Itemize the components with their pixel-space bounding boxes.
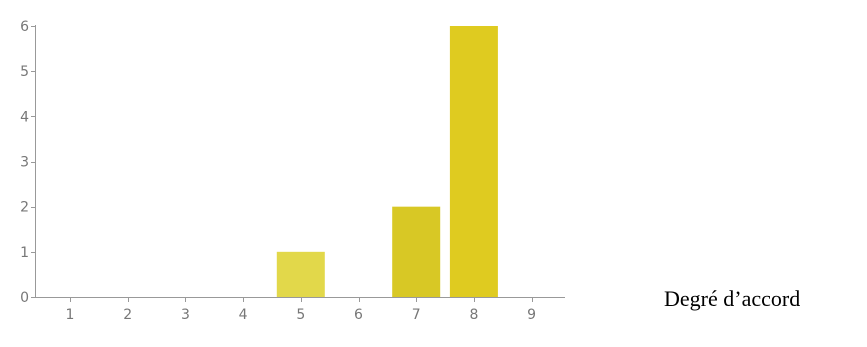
- y-tick-label: 4: [20, 109, 29, 125]
- y-tick-label: 6: [20, 19, 29, 35]
- x-axis-ticks: 1 2 3 4 5 6 7 8 9: [66, 297, 536, 323]
- y-tick-label: 2: [20, 200, 29, 216]
- bar-5: [276, 251, 325, 297]
- bars: [276, 26, 498, 297]
- y-tick-label: 1: [20, 245, 29, 261]
- bar-7: [392, 206, 441, 297]
- x-tick-label: 9: [527, 307, 536, 323]
- x-tick-label: 4: [239, 307, 248, 323]
- y-tick-label: 3: [20, 155, 29, 171]
- bar-8: [449, 26, 498, 297]
- x-tick-label: 6: [354, 307, 363, 323]
- x-tick-label: 2: [123, 307, 132, 323]
- x-tick-label: 8: [469, 307, 478, 323]
- y-axis-ticks: 0 1 2 3 4 5 6: [20, 19, 35, 306]
- x-tick-label: 5: [296, 307, 305, 323]
- x-axis-label: Degré d’accord: [664, 286, 801, 311]
- y-tick-label: 5: [20, 64, 29, 80]
- y-tick-label: 0: [20, 290, 29, 306]
- x-tick-label: 3: [181, 307, 190, 323]
- x-tick-label: 7: [412, 307, 421, 323]
- x-tick-label: 1: [66, 307, 75, 323]
